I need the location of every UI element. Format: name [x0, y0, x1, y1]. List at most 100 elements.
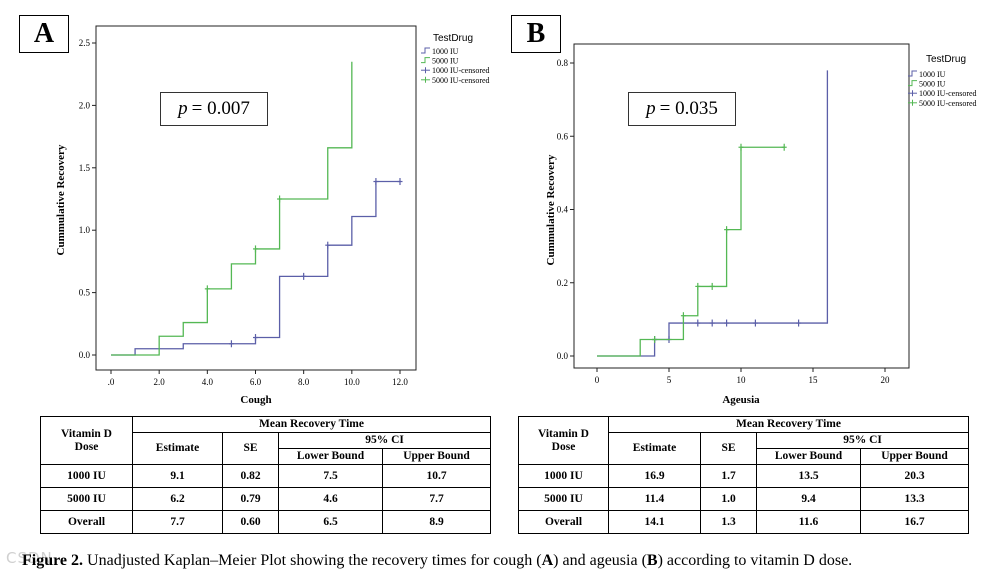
- header-ci: 95% CI: [755, 432, 970, 449]
- censor-mark: [738, 143, 744, 151]
- y-tick-label: 1.5: [79, 163, 91, 173]
- chart-a-cough: 0.0 0.5 1.0 1.5 2.0 2.5 .0 2.0 4.0 6.0 8.0 10.0 12.0…: [55, 25, 490, 406]
- cell-upper: 7.7: [381, 487, 492, 511]
- y-tick-label: 0.8: [557, 58, 569, 68]
- x-tick-label: 0: [595, 375, 600, 385]
- series-line-5000-iu: [597, 146, 785, 357]
- cell-dose: 1000 IU: [40, 464, 133, 488]
- cell-lower: 13.5: [756, 464, 861, 488]
- censor-mark: [709, 319, 715, 327]
- table-a-recovery-time: Vitamin D Dose Mean Recovery Time Estima…: [40, 416, 492, 534]
- x-tick-label: 4.0: [202, 377, 214, 387]
- table-row: 1000 IU 16.9 1.7 13.5 20.3: [518, 464, 970, 488]
- cell-dose: Overall: [518, 510, 609, 534]
- caption-text-2: ) and ageusia (: [553, 552, 647, 569]
- cell-estimate: 9.1: [132, 464, 223, 488]
- cell-upper: 16.7: [859, 510, 970, 534]
- p-symbol: p: [646, 98, 656, 119]
- legend-entry: 1000 IU-censored: [908, 89, 977, 98]
- figure-caption: Figure 2. Unadjusted Kaplan–Meier Plot s…: [22, 552, 997, 570]
- p-value-a: p = 0.007: [160, 92, 268, 126]
- legend-label: 5000 IU: [919, 80, 946, 89]
- caption-label: Figure 2.: [22, 552, 84, 569]
- x-tick-label: 12.0: [392, 377, 408, 387]
- p-symbol: p: [178, 98, 188, 119]
- censor-mark: [277, 195, 283, 203]
- table-row: Overall 7.7 0.60 6.5 8.9: [40, 510, 492, 534]
- cell-lower: 11.6: [756, 510, 861, 534]
- header-se: SE: [700, 432, 757, 465]
- header-dose: Vitamin D Dose: [518, 416, 609, 465]
- cell-se: 1.3: [700, 510, 757, 534]
- censor-mark: [709, 282, 715, 290]
- x-axis-title: Cough: [240, 394, 271, 406]
- chart-b-ageusia: 0.0 0.2 0.4 0.6 0.8 0 5 10 15 20 Ageusia Cummulativ…: [545, 43, 977, 406]
- cell-upper: 8.9: [381, 510, 492, 534]
- legend-label: 1000 IU-censored: [919, 89, 977, 98]
- legend-title: TestDrug: [926, 54, 966, 65]
- censor-mark: [695, 319, 701, 327]
- cell-estimate: 6.2: [132, 487, 223, 511]
- cell-upper: 20.3: [859, 464, 970, 488]
- x-tick-label: 8.0: [298, 377, 310, 387]
- cell-se: 0.60: [222, 510, 279, 534]
- censor-mark: [652, 336, 658, 344]
- censor-mark: [228, 340, 234, 348]
- censor-mark: [781, 143, 787, 151]
- cell-estimate: 11.4: [608, 487, 701, 511]
- p-value-b: p = 0.035: [628, 92, 736, 126]
- p-value-text: = 0.035: [659, 98, 718, 119]
- y-tick-label: 0.0: [79, 350, 91, 360]
- cell-dose: 5000 IU: [40, 487, 133, 511]
- table-b-recovery-time: Vitamin D Dose Mean Recovery Time Estima…: [518, 416, 970, 534]
- censor-mark: [253, 334, 258, 342]
- legend-title: TestDrug: [433, 33, 473, 44]
- legend-label: 1000 IU: [919, 70, 946, 79]
- caption-text-1: Unadjusted Kaplan–Meier Plot showing the…: [83, 552, 542, 569]
- y-tick-label: 0.5: [79, 288, 91, 298]
- legend-label: 1000 IU-censored: [432, 66, 490, 75]
- cell-se: 1.0: [700, 487, 757, 511]
- cell-estimate: 16.9: [608, 464, 701, 488]
- header-estimate: Estimate: [132, 432, 223, 465]
- cell-lower: 4.6: [278, 487, 383, 511]
- censor-mark: [397, 178, 403, 186]
- cell-se: 1.7: [700, 464, 757, 488]
- caption-ref-a: A: [541, 552, 554, 569]
- cell-upper: 13.3: [859, 487, 970, 511]
- censor-mark: [724, 319, 730, 327]
- legend-entry: 5000 IU-censored: [908, 99, 977, 108]
- cell-lower: 9.4: [756, 487, 861, 511]
- header-mean-recovery: Mean Recovery Time: [131, 416, 492, 433]
- header-lower: Lower Bound: [278, 448, 383, 465]
- x-tick-label: 15: [809, 375, 819, 385]
- cell-lower: 7.5: [278, 464, 383, 488]
- legend-entry: 1000 IU-censored: [421, 66, 490, 75]
- x-tick-label: 10.0: [344, 377, 360, 387]
- cell-dose: 1000 IU: [518, 464, 609, 488]
- legend-label: 1000 IU: [432, 47, 459, 56]
- censor-mark: [752, 319, 758, 327]
- legend-label: 5000 IU: [432, 57, 459, 66]
- series-line-5000-iu: [111, 61, 353, 356]
- cell-upper: 10.7: [381, 464, 492, 488]
- cell-estimate: 7.7: [132, 510, 223, 534]
- table-row: Overall 14.1 1.3 11.6 16.7: [518, 510, 970, 534]
- header-se: SE: [222, 432, 279, 465]
- header-dose: Vitamin D Dose: [40, 416, 133, 465]
- y-tick-label: 0.2: [557, 278, 568, 288]
- y-axis-title: Cummulative Recovery: [55, 144, 67, 255]
- x-tick-label: 5: [667, 375, 672, 385]
- y-tick-label: 1.0: [79, 225, 91, 235]
- y-axis-title: Cummulative Recovery: [545, 154, 557, 265]
- table-row: 5000 IU 11.4 1.0 9.4 13.3: [518, 487, 970, 511]
- watermark: CSDN: [6, 549, 53, 567]
- censor-mark: [680, 312, 686, 320]
- x-tick-label: 10: [737, 375, 747, 385]
- cell-dose: Overall: [40, 510, 133, 534]
- table-row: 5000 IU 6.2 0.79 4.6 7.7: [40, 487, 492, 511]
- censor-mark: [301, 272, 307, 280]
- legend-label: 5000 IU-censored: [919, 99, 977, 108]
- legend-entry: 1000 IU: [421, 47, 459, 56]
- legend-entry: 5000 IU-censored: [421, 76, 490, 85]
